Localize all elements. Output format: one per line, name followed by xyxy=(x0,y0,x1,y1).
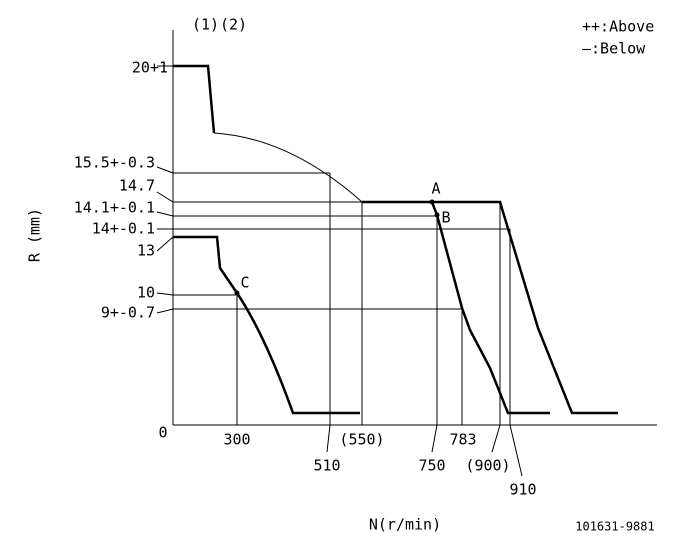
x-label: 300 xyxy=(223,431,250,449)
y-label: 14+-0.1 xyxy=(92,220,155,238)
legend-entry: ++:Above xyxy=(582,18,654,36)
y-title: R (mm) xyxy=(26,208,44,262)
legend-entry: —:Below xyxy=(582,40,646,58)
x-title: N(r/min) xyxy=(369,516,441,534)
curve xyxy=(213,132,363,203)
point-label: B xyxy=(441,209,450,227)
y-label: 9+-0.7 xyxy=(101,304,155,322)
point-dot xyxy=(234,290,240,296)
x-label: 750 xyxy=(418,457,445,475)
x-label: 910 xyxy=(509,481,536,499)
curve xyxy=(173,64,216,134)
curve xyxy=(362,200,618,415)
point-label: A xyxy=(431,180,440,198)
y-label: 13 xyxy=(137,242,155,260)
x-label: (900) xyxy=(465,457,510,475)
x-label: (550) xyxy=(339,431,384,449)
point-dot xyxy=(429,199,435,205)
x-label: 783 xyxy=(449,431,476,449)
leaders xyxy=(156,65,523,477)
point-label: C xyxy=(240,274,249,292)
y-label: 20+1 xyxy=(132,59,168,77)
doc-code: 101631-9881 xyxy=(575,520,654,534)
curve xyxy=(173,235,360,415)
y-label: 10 xyxy=(137,284,155,302)
note: (2) xyxy=(220,16,247,34)
y-label: 14.1+-0.1 xyxy=(74,199,155,217)
note: (1) xyxy=(192,16,219,34)
point-dot xyxy=(434,212,440,218)
y-label: 14.7 xyxy=(119,177,155,195)
origin-label: 0 xyxy=(158,424,167,442)
x-label: 510 xyxy=(313,457,340,475)
y-label: 15.5+-0.3 xyxy=(74,154,155,172)
